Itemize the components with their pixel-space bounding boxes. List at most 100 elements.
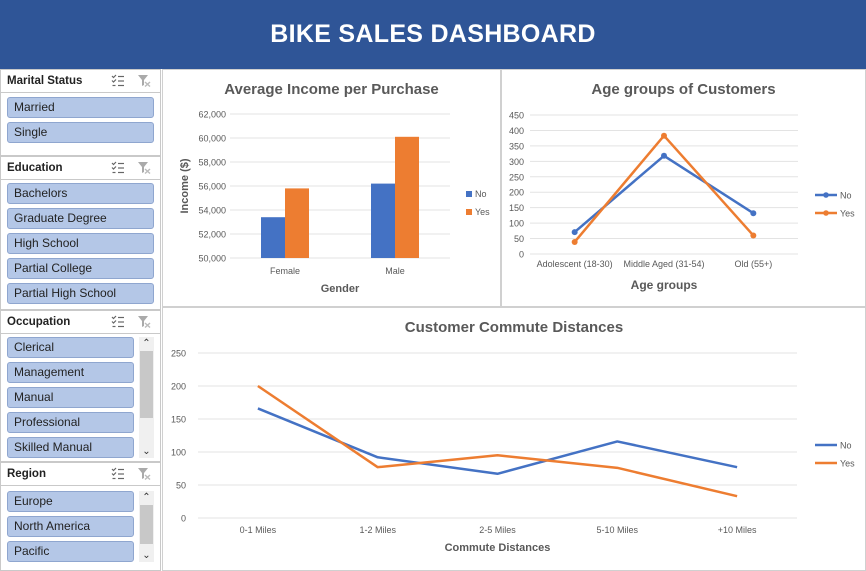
y-tick-label: 50 [514,234,524,244]
legend-label: No [840,441,852,451]
scrollbar-thumb[interactable] [140,505,153,544]
commute-chart-panel[interactable]: Customer Commute Distances 0 50 100 150 200 2… [162,307,866,571]
slicer-title: Marital Status [7,75,83,87]
x-tick-label: 1-2 Miles [359,525,396,535]
x-tick-label: Female [270,266,300,276]
x-tick-label: 0-1 Miles [240,525,277,535]
x-tick-label: +10 Miles [718,525,757,535]
y-tick-label: 52,000 [198,230,226,240]
scroll-up-icon[interactable]: ⌃ [142,338,151,349]
y-tick-label: 60,000 [198,134,226,144]
data-point-yes [750,232,757,239]
y-tick-label: 250 [509,172,524,182]
slicer-title: Education [7,162,63,174]
slicer-title: Occupation [7,316,71,328]
legend-label: No [475,189,487,199]
slicer-header: Occupation [1,311,160,334]
scrollbar-thumb[interactable] [140,351,153,418]
slicer-title: Region [7,468,46,480]
x-tick-label: 2-5 Miles [479,525,516,535]
y-tick-label: 100 [171,448,186,458]
x-tick-label: Old (55+) [734,259,772,269]
y-tick-label: 50,000 [198,254,226,264]
legend-marker [823,192,829,198]
slicer-scrollbar[interactable]: ⌃ ⌄ [139,491,154,562]
income-chart-panel[interactable]: Average Income per Purchase 50,000 52,000… [162,69,501,307]
data-point-no [750,210,757,217]
data-point-no [571,229,578,236]
y-tick-label: 50 [176,481,186,491]
x-tick-label: Adolescent (18-30) [537,259,613,269]
legend-label: Yes [840,209,855,219]
slicer-education: Education Bachelors Graduate Degree High Sc… [0,156,161,310]
slicer-item[interactable]: Partial College [7,258,154,279]
slicer-item[interactable]: Married [7,97,154,118]
y-tick-label: 58,000 [198,158,226,168]
y-tick-label: 62,000 [198,110,226,120]
y-tick-label: 250 [171,349,186,359]
y-tick-label: 400 [509,126,524,136]
y-tick-label: 350 [509,141,524,151]
bar-yes-female [285,188,309,258]
series-line-yes [257,384,738,498]
slicer-item[interactable]: Pacific [7,541,134,562]
slicer-marital-status: Marital Status Married Single [0,69,161,156]
slicer-header: Region [1,463,160,486]
slicer-item[interactable]: Partial High School [7,283,154,304]
multi-select-icon[interactable] [111,74,125,87]
slicer-header: Education [1,157,160,180]
x-axis-title: Gender [321,283,360,295]
clear-filter-icon[interactable] [137,161,151,175]
legend-label: No [840,191,852,201]
y-tick-label: 100 [509,219,524,229]
slicer-item[interactable]: Bachelors [7,183,154,204]
multi-select-icon[interactable] [111,161,125,174]
data-point-no [661,152,667,159]
slicer-item[interactable]: Skilled Manual [7,437,134,458]
y-tick-label: 200 [509,188,524,198]
x-tick-label: Middle Aged (31-54) [623,259,704,269]
slicer-item[interactable]: North America [7,516,134,537]
slicer-item[interactable]: Single [7,122,154,143]
series-line-no [573,154,755,234]
chart-title: Age groups of Customers [591,81,776,98]
chart-title: Customer Commute Distances [404,319,624,336]
scroll-down-icon[interactable]: ⌄ [142,550,151,561]
data-point-yes [661,132,667,139]
y-tick-label: 0 [519,250,524,260]
y-tick-label: 54,000 [198,206,226,216]
clear-filter-icon[interactable] [137,74,151,88]
clear-filter-icon[interactable] [137,315,151,329]
bar-yes-male [395,136,419,258]
bar-no-male [371,183,395,258]
commute-chart: 0 50 100 150 200 250 0-1 Miles 1-2 Miles 2-5 Mil… [171,349,855,555]
clear-filter-icon[interactable] [137,467,151,481]
slicer-item[interactable]: Europe [7,491,134,512]
slicer-item[interactable]: Management [7,362,134,383]
slicer-item[interactable]: Manual [7,387,134,408]
multi-select-icon[interactable] [111,467,125,480]
x-axis-title: Age groups [631,278,698,292]
income-chart: 50,000 52,000 54,000 56,000 58,000 60,000 62,0… [179,110,490,296]
y-tick-label: 150 [171,415,186,425]
y-tick-label: 0 [181,514,186,524]
slicer-item[interactable]: Graduate Degree [7,208,154,229]
legend-label: Yes [840,459,855,469]
dashboard-title: BIKE SALES DASHBOARD [270,20,596,48]
y-tick-label: 450 [509,111,524,121]
slicer-item[interactable]: High School [7,233,154,254]
scroll-up-icon[interactable]: ⌃ [142,492,151,503]
multi-select-icon[interactable] [111,315,125,328]
slicer-item[interactable]: Clerical [7,337,134,358]
slicer-scrollbar[interactable]: ⌃ ⌄ [139,337,154,458]
x-axis-title: Commute Distances [445,542,551,554]
x-tick-label: Male [385,266,405,276]
age-chart-panel[interactable]: Age groups of Customers 0 50 100 150 200 250 3… [501,69,866,307]
legend-label: Yes [475,207,490,217]
y-tick-label: 56,000 [198,182,226,192]
x-tick-label: 5-10 Miles [597,525,639,535]
legend-marker [823,210,829,216]
scroll-down-icon[interactable]: ⌄ [142,446,151,457]
slicer-item[interactable]: Professional [7,412,134,433]
y-tick-label: 150 [509,203,524,213]
